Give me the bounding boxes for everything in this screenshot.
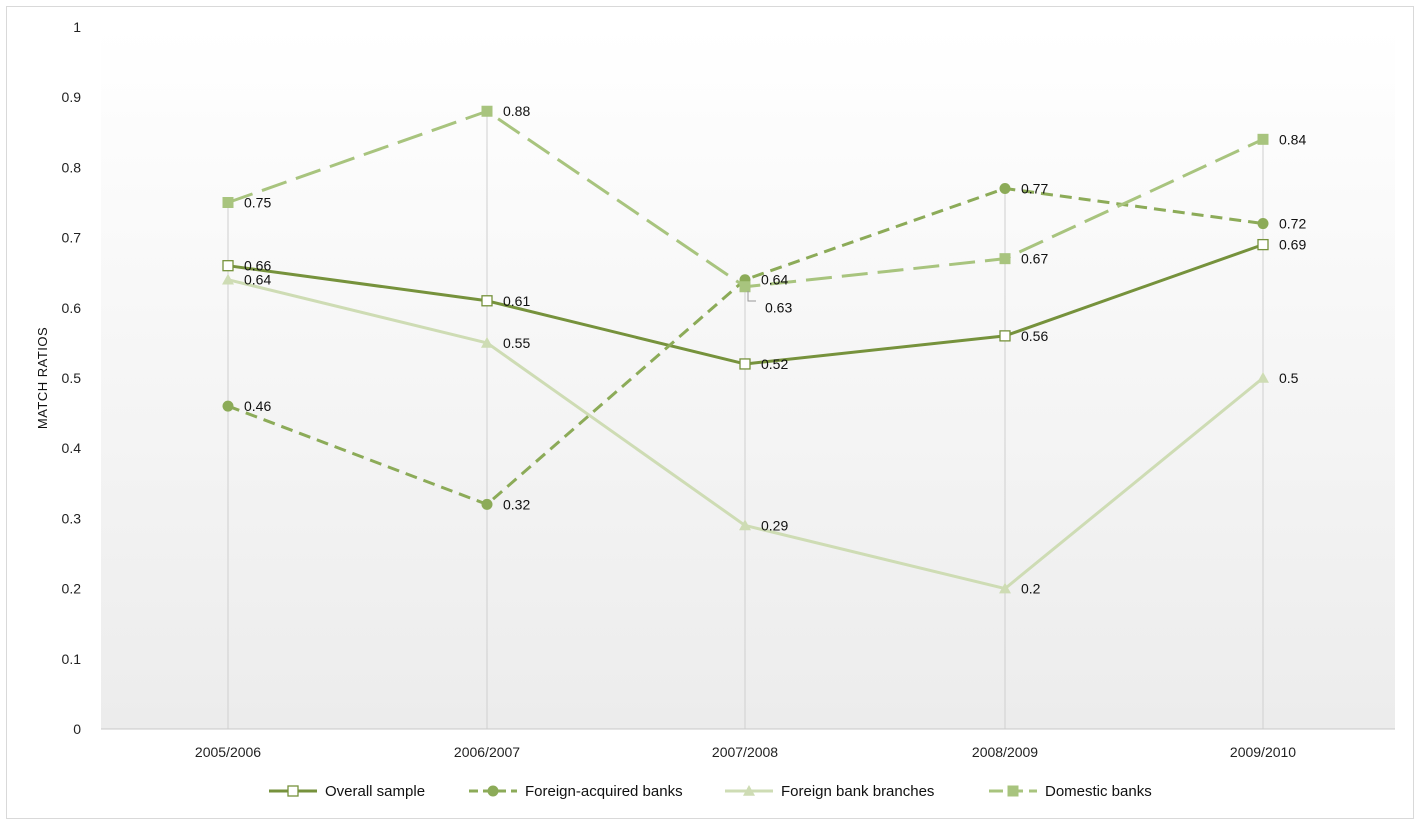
data-point-marker	[743, 785, 755, 796]
x-tick-label: 2007/2008	[712, 744, 778, 760]
data-point-marker	[222, 260, 234, 272]
data-label: 0.46	[244, 398, 271, 414]
y-tick-label: 0.1	[62, 651, 82, 667]
data-label: 0.32	[503, 496, 530, 512]
data-label: 0.56	[1021, 328, 1048, 344]
series-markers	[222, 105, 1269, 594]
data-label: 0.88	[503, 103, 530, 119]
data-point-marker	[1257, 218, 1269, 230]
legend-item: Domestic banks	[989, 783, 1152, 800]
data-label: 0.84	[1279, 131, 1306, 147]
data-point-marker	[487, 785, 499, 797]
data-point-marker	[739, 281, 751, 293]
data-point-marker	[222, 400, 234, 412]
legend-label: Domestic banks	[1045, 783, 1152, 800]
data-label: 0.61	[503, 293, 530, 309]
line-chart: 00.10.20.30.40.50.60.70.80.91 2005/2006 2…	[35, 19, 1395, 800]
data-point-marker	[481, 105, 493, 117]
legend-label: Overall sample	[325, 783, 425, 800]
y-tick-label: 0.7	[62, 230, 82, 246]
data-point-marker	[999, 182, 1011, 194]
data-label: 0.66	[244, 258, 271, 274]
x-axis-ticks: 2005/2006 2006/2007 2007/2008 2008/2009 2009…	[195, 744, 1296, 760]
x-tick-label: 2008/2009	[972, 744, 1038, 760]
x-tick-label: 2009/2010	[1230, 744, 1296, 760]
data-point-marker	[739, 358, 751, 370]
y-tick-label: 0.8	[62, 159, 82, 175]
data-label: 0.64	[761, 272, 788, 288]
x-tick-label: 2006/2007	[454, 744, 520, 760]
data-point-marker	[739, 519, 751, 531]
legend-item: Overall sample	[269, 783, 425, 800]
data-point-marker	[481, 336, 493, 348]
data-label: 0.63	[765, 300, 792, 316]
data-label: 0.75	[244, 195, 271, 211]
y-tick-label: 0.9	[62, 89, 82, 105]
data-point-marker	[999, 582, 1011, 594]
y-tick-label: 1	[73, 19, 81, 35]
x-tick-label: 2005/2006	[195, 744, 261, 760]
y-tick-label: 0.6	[62, 300, 82, 316]
data-point-marker	[1257, 133, 1269, 145]
legend-label: Foreign bank branches	[781, 783, 934, 800]
y-tick-label: 0.3	[62, 510, 82, 526]
data-label: 0.77	[1021, 180, 1048, 196]
legend-item: Foreign-acquired banks	[469, 783, 683, 800]
data-label: 0.29	[761, 517, 788, 533]
chart-frame: 0 0.1 0.2 0.3 0.4 0.5 0.6 0.7 0.8 0.9 1 2005/2006 2…	[6, 6, 1414, 819]
data-point-marker	[481, 295, 493, 307]
y-axis-ticks: 0 0.1 0.2 0.3 0.4 0.5 0.6 0.7 0.8 0.9 1	[62, 19, 82, 737]
legend: Overall sample Foreign-acquired banks Fore…	[269, 783, 1152, 800]
data-point-marker	[1257, 238, 1269, 251]
legend-item: Foreign bank branches	[725, 783, 934, 800]
data-point-marker	[222, 273, 234, 285]
data-label: 0.55	[503, 335, 530, 351]
plot-area	[101, 27, 1395, 729]
legend-label: Foreign-acquired banks	[525, 783, 683, 800]
data-point-marker	[287, 785, 299, 797]
data-label: 0.72	[1279, 216, 1306, 232]
y-tick-label: 0.5	[62, 370, 82, 386]
y-tick-label: 0	[73, 721, 81, 737]
data-label: 0.67	[1021, 251, 1048, 267]
data-point-marker	[1007, 785, 1019, 797]
data-point-marker	[222, 197, 234, 208]
data-point-marker	[1257, 372, 1269, 383]
y-tick-label: 0.2	[62, 581, 82, 597]
y-tick-label: 0.4	[62, 440, 82, 456]
data-point-marker	[999, 253, 1011, 265]
label-leader-line	[747, 291, 756, 302]
data-point-marker	[999, 330, 1011, 342]
data-labels: 0.66 0.61 0.52 0.56 0.69 0.46 0.32 0.64 0.77 0.72…	[244, 103, 1306, 596]
data-label: 0.64	[244, 272, 271, 288]
data-label: 0.5	[1279, 370, 1299, 386]
y-axis-title: MATCH RATIOS	[35, 327, 50, 429]
drop-lines	[227, 111, 1264, 729]
data-point-marker	[481, 498, 493, 510]
data-label: 0.2	[1021, 581, 1041, 597]
data-label: 0.52	[761, 356, 788, 372]
data-label: 0.69	[1279, 237, 1306, 253]
